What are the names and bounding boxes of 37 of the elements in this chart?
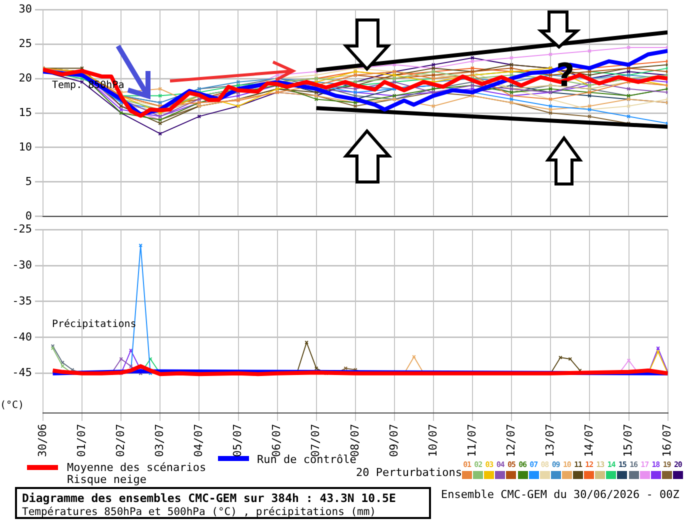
x-tick-label: 06/07 — [270, 424, 284, 458]
x-tick-label: 10/07 — [426, 424, 440, 458]
x-tick-label: 04/07 — [192, 424, 206, 458]
legend-title: 20 Perturbations — [356, 466, 462, 479]
y-tick-label: 0 — [25, 209, 32, 222]
y-tick-label: 5 — [25, 174, 32, 188]
y-tick-label: -35 — [12, 294, 32, 308]
x-tick-label: 30/06 — [36, 424, 49, 458]
y-tick-label: 10 — [18, 140, 32, 154]
x-tick-label: 02/07 — [114, 424, 127, 458]
y-tick-label: -40 — [12, 330, 32, 344]
x-tick-label: 05/07 — [231, 424, 244, 458]
x-tick-label: 01/07 — [74, 424, 88, 458]
x-tick-label: 12/07 — [504, 424, 518, 458]
x-tick-label: 11/07 — [465, 424, 478, 458]
x-tick-label: 14/07 — [582, 424, 596, 458]
annotation: Temp. 850hPa — [52, 80, 124, 91]
y-tick-label: 25 — [18, 36, 32, 50]
text: Diagramme des ensembles CMC-GEM sur 384h : 43.3N 10.5E — [22, 491, 396, 505]
y-tick-label: -45 — [12, 366, 32, 380]
x-tick-label: 03/07 — [153, 424, 166, 458]
x-tick-label: 13/07 — [544, 424, 557, 458]
x-tick-label: 08/07 — [348, 424, 362, 458]
x-tick-label: 07/07 — [309, 424, 322, 458]
x-tick-label: 15/07 — [622, 424, 635, 458]
y-tick-label: -25 — [12, 222, 32, 236]
y-tick-label: -30 — [12, 258, 32, 272]
text: Températures 850hPa et 500hPa (°C) , précipitations (mm) — [22, 506, 376, 518]
legend-label: Moyenne des scénarios — [67, 461, 206, 474]
text: Risque neige — [67, 473, 146, 486]
text: Ensemble CMC-GEM du 30/06/2026 - 00Z — [441, 488, 680, 501]
y-tick-label: 20 — [18, 71, 32, 84]
y-axis-title: (°C) — [0, 400, 24, 411]
x-tick-label: 09/07 — [387, 424, 400, 458]
x-tick-label: 16/07 — [660, 424, 674, 458]
y-tick-label: 30 — [18, 2, 32, 16]
y-tick-label: 15 — [18, 106, 32, 119]
